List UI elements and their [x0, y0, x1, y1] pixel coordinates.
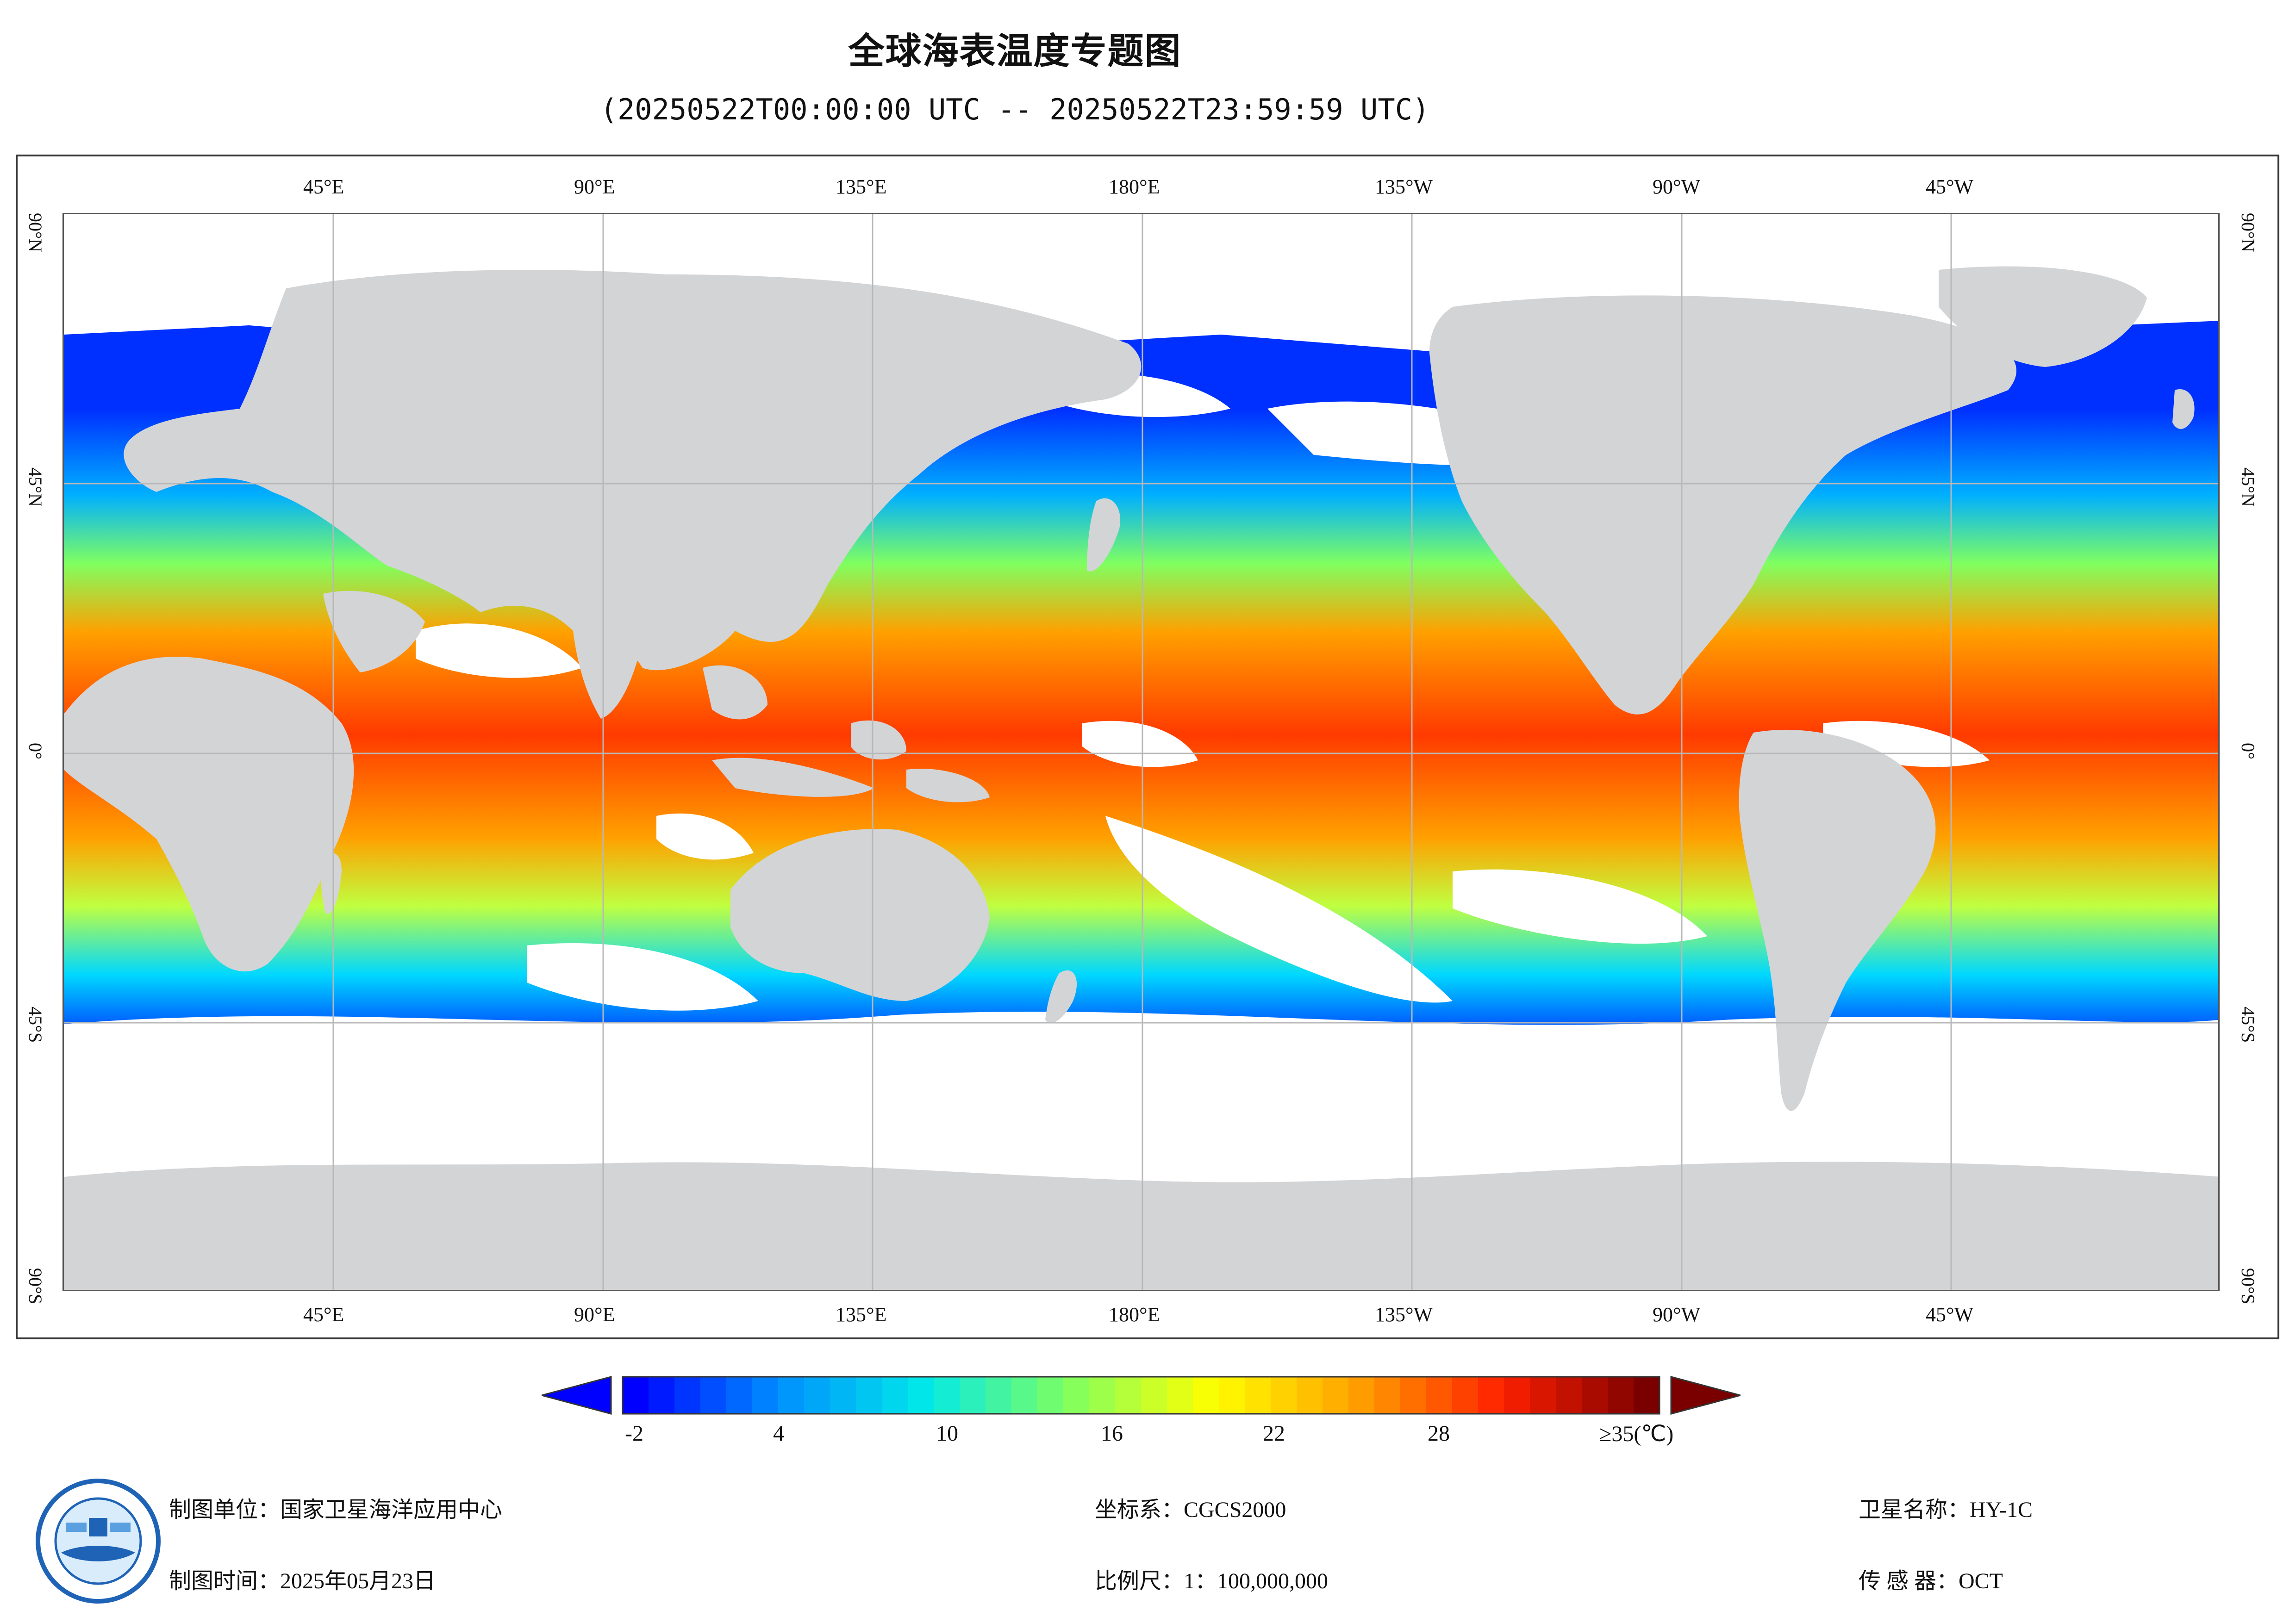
sst-map-canvas	[64, 214, 2218, 1290]
colorbar-cell	[986, 1377, 1012, 1414]
colorbar-cell	[1452, 1377, 1479, 1414]
colorbar-cell	[908, 1377, 934, 1414]
colorbar-min-arrow	[542, 1376, 612, 1415]
lon-label-top: 135°E	[836, 175, 887, 198]
colorbar-label: 22	[1263, 1421, 1285, 1446]
lon-label-bottom: 90°W	[1653, 1303, 1701, 1326]
lon-label-top: 90°W	[1653, 175, 1701, 198]
colorbar-label: -2	[625, 1421, 643, 1446]
lat-label-right: 0°	[2238, 743, 2259, 759]
lon-label-bottom: 180°E	[1109, 1303, 1160, 1326]
colorbar-cell	[1141, 1377, 1167, 1414]
colorbar-cell	[700, 1377, 727, 1414]
colorbar-cell	[1608, 1377, 1634, 1414]
colorbar-cell	[882, 1377, 908, 1414]
colorbar-cell	[1530, 1377, 1556, 1414]
lat-label-left: 0°	[25, 743, 46, 759]
colorbar-cell	[1115, 1377, 1142, 1414]
colorbar-cell	[1478, 1377, 1504, 1414]
lon-label-top: 180°E	[1109, 175, 1160, 198]
colorbar-cell	[1426, 1377, 1453, 1414]
colorbar-cell	[726, 1377, 753, 1414]
colorbar-cell	[830, 1377, 856, 1414]
colorbar-cell	[1504, 1377, 1530, 1414]
colorbar-cell	[623, 1377, 649, 1414]
lat-label-right: 45°S	[2238, 1007, 2259, 1043]
lon-label-top: 135°W	[1375, 175, 1433, 198]
lon-label-bottom: 135°W	[1375, 1303, 1433, 1326]
colorbar-cell	[1037, 1377, 1064, 1414]
nsoas-logo-icon	[36, 1479, 161, 1604]
coordinate-system: 坐标系：CGCS2000	[1095, 1498, 1286, 1522]
colorbar	[542, 1376, 1741, 1415]
colorbar-cell	[1374, 1377, 1401, 1414]
colorbar-cell	[1582, 1377, 1608, 1414]
colorbar-label: 10	[936, 1421, 958, 1446]
colorbar-cell	[1348, 1377, 1375, 1414]
colorbar-cell	[1063, 1377, 1090, 1414]
lat-label-right: 45°N	[2238, 467, 2259, 507]
lon-label-bottom: 135°E	[836, 1303, 887, 1326]
map-scale: 比例尺：1：100,000,000	[1095, 1569, 1329, 1593]
map-frame	[16, 155, 2279, 1339]
colorbar-cell	[1400, 1377, 1427, 1414]
lat-label-left: 45°N	[25, 467, 46, 507]
colorbar-cell	[1089, 1377, 1116, 1414]
colorbar-cell	[778, 1377, 805, 1414]
map-organization: 制图单位：国家卫星海洋应用中心	[169, 1498, 503, 1522]
colorbar-cell	[1634, 1377, 1660, 1414]
lon-label-bottom: 45°W	[1926, 1303, 1974, 1326]
lon-label-top: 45°E	[303, 175, 344, 198]
colorbar-cell	[1193, 1377, 1219, 1414]
sst-map[interactable]	[62, 213, 2220, 1291]
lon-label-bottom: 90°E	[574, 1303, 615, 1326]
map-title: 全球海表温度专题图	[848, 31, 1182, 72]
colorbar-cell	[1245, 1377, 1271, 1414]
lat-label-left: 45°S	[25, 1007, 46, 1043]
colorbar-label: ≥35(℃)	[1599, 1422, 1674, 1446]
colorbar-cell	[804, 1377, 830, 1414]
colorbar-cell	[752, 1377, 779, 1414]
lon-label-top: 45°W	[1926, 175, 1974, 198]
colorbar-cell	[1297, 1377, 1323, 1414]
sensor-name: 传 感 器：OCT	[1859, 1569, 2003, 1593]
colorbar-cell	[856, 1377, 882, 1414]
colorbar-cell	[1167, 1377, 1193, 1414]
colorbar-cell	[1011, 1377, 1038, 1414]
colorbar-cell	[1219, 1377, 1245, 1414]
graticule	[64, 214, 2218, 1290]
lat-label-left: 90°N	[25, 213, 46, 252]
lon-label-bottom: 45°E	[303, 1303, 344, 1326]
map-subtitle: (20250522T00:00:00 UTC -- 20250522T23:59…	[600, 93, 1430, 126]
colorbar-cell	[1556, 1377, 1582, 1414]
map-date: 制图时间：2025年05月23日	[169, 1569, 436, 1593]
colorbar-label: 16	[1101, 1421, 1123, 1446]
colorbar-label: 28	[1428, 1421, 1450, 1446]
colorbar-cell	[960, 1377, 986, 1414]
lat-label-left: 90°S	[25, 1268, 46, 1305]
colorbar-cell	[934, 1377, 960, 1414]
colorbar-cell	[649, 1377, 675, 1414]
colorbar-max-arrow	[1670, 1376, 1741, 1415]
land	[64, 266, 2218, 1290]
colorbar-label: 4	[773, 1421, 784, 1446]
satellite-name: 卫星名称：HY-1C	[1859, 1498, 2033, 1522]
lat-label-right: 90°S	[2238, 1268, 2259, 1305]
colorbar-cell	[1271, 1377, 1297, 1414]
lat-label-right: 90°N	[2238, 213, 2259, 252]
colorbar-cell	[1323, 1377, 1349, 1414]
colorbar-cell	[674, 1377, 701, 1414]
lon-label-top: 90°E	[574, 175, 615, 198]
